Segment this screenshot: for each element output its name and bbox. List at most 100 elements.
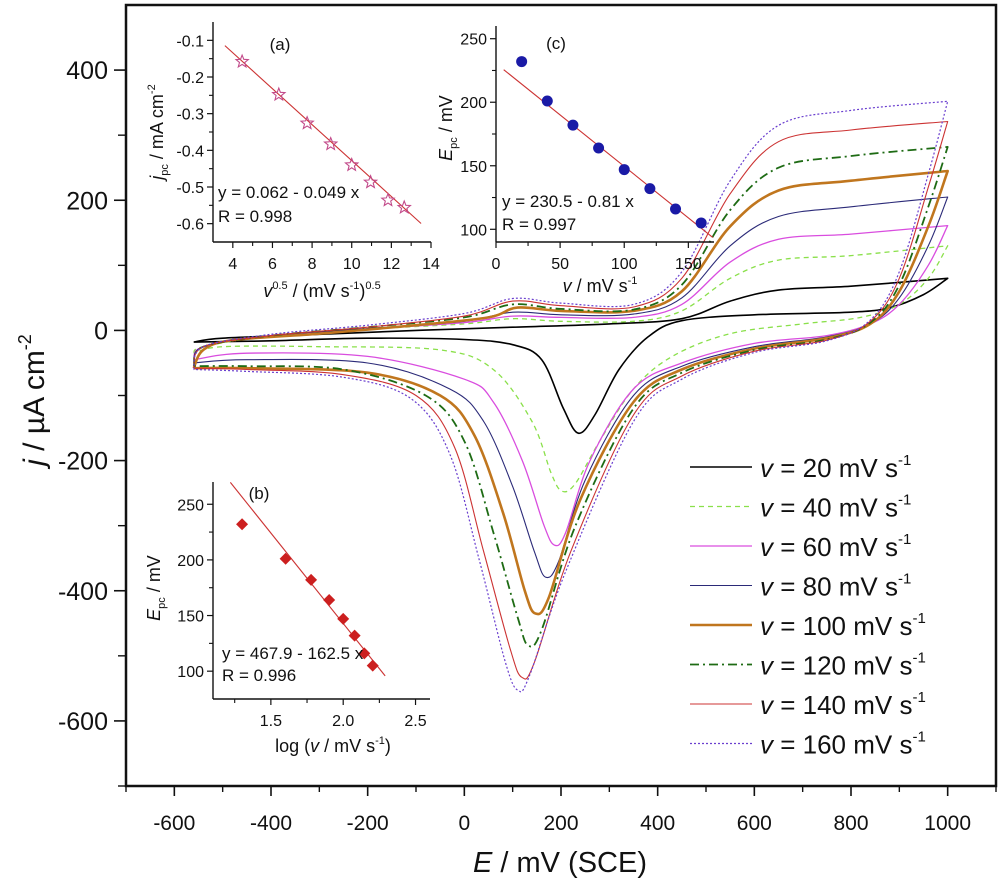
x-tick-label: -200 [347,812,389,835]
inset-y-label: Epc / mV [436,95,460,161]
inset-y-tick-label: -0.6 [176,217,204,234]
legend-label: v = 140 mV s-1 [760,689,926,720]
inset-data-point [380,192,396,207]
inset-y-tick-label: 100 [460,222,487,239]
inset-data-point [236,518,249,531]
inset-panel-label: (a) [270,35,291,54]
y-tick-label: -600 [58,708,108,736]
inset-y-tick-label: -0.2 [176,70,204,87]
inset-r-value: R = 0.998 [218,207,292,226]
y-tick-label: 400 [66,57,108,85]
x-tick-label: -400 [250,812,292,835]
inset-data-point [644,183,656,195]
inset-x-tick-label: 150 [675,256,702,273]
inset-y-label: jpc / mA cm-2 [146,84,171,182]
legend-label: v = 20 mV s-1 [760,452,911,483]
cv-curve-60-mv-s [193,224,949,547]
legend-label: v = 60 mV s-1 [760,531,911,562]
inset-panel-label: (b) [249,484,270,503]
legend-label: v = 160 mV s-1 [760,729,926,760]
inset-r-value: R = 0.996 [222,666,296,685]
inset-x-tick-label: 2.5 [404,713,426,730]
inset-y-tick-label: 150 [460,159,487,176]
inset-y-tick-label: -0.4 [176,143,204,160]
x-tick-label: 0 [458,812,470,835]
x-tick-label: 200 [543,812,578,835]
y-tick-label: 200 [66,187,108,215]
inset-x-tick-label: 8 [308,256,317,273]
inset-y-tick-label: 200 [177,553,204,570]
inset-data-point [516,56,528,68]
inset-y-tick-label: 150 [177,609,204,626]
inset-data-point [695,217,707,229]
legend: v = 20 mV s-1 v = 40 mV s-1 v = 60 mV s-1 v… [690,452,926,760]
main-plot-frame [124,3,998,788]
x-tick-label: 400 [640,812,675,835]
inset-data-point [299,115,315,130]
inset-data-point [305,573,318,586]
inset-x-label: v0.5 / (mV s-1)0.5 [263,280,380,301]
inset-data-point [541,95,553,107]
inset-x-tick-label: 2.0 [332,713,354,730]
legend-label: v = 120 mV s-1 [760,650,926,681]
inset-data-point [670,203,682,215]
inset-data-point [323,593,336,606]
inset-panel-label: (c) [546,34,566,53]
inset-data-point [567,119,579,131]
inset-x-label: v / mV s-1 [563,275,638,296]
inset-y-tick-label: 250 [460,32,487,49]
cv-curve-20-mv-s [193,277,949,435]
inset-y-tick-label: -0.1 [176,33,204,50]
inset-y-tick-label: 250 [177,497,204,514]
inset-y-tick-label: 200 [460,95,487,112]
inset-data-point [593,142,605,154]
inset-data-point [344,156,360,172]
x-tick-label: 800 [833,812,868,835]
inset-y-tick-label: -0.5 [176,180,204,197]
inset-y-tick-label: -0.3 [176,107,204,124]
inset-x-tick-label: 0 [492,256,501,273]
x-tick-label: -600 [153,812,195,835]
cv-curve-100-mv-s [192,169,949,616]
inset-data-point [396,199,412,215]
inset-x-tick-label: 10 [343,256,361,273]
inset-x-tick-label: 50 [551,256,569,273]
x-axis-label: E / mV (SCE) [473,847,647,879]
inset-data-point [323,136,339,151]
main-axes: -600 -400 -200 0 200 400 600 800 1000-600-400-20… [58,57,997,835]
x-tick-label: 1000 [924,812,971,835]
inset-x-tick-label: 6 [268,256,277,273]
inset-fit-equation: y = 0.062 - 0.049 x [218,183,360,202]
inset-x-label: log (v / mV s-1) [275,735,391,756]
inset-fit-equation: y = 230.5 - 0.81 x [502,192,634,211]
inset-c-epc-vs-v: 0 50 100 150 100 150 200 250 (c) y = 230.5 - 0.81… [436,26,714,296]
inset-r-value: R = 0.997 [502,215,576,234]
inset-data-point [337,612,350,625]
inset-x-tick-label: 1.5 [260,713,282,730]
inset-data-point [362,174,379,189]
x-tick-label: 600 [737,812,772,835]
cv-curve-140-mv-s [193,120,949,680]
inset-fit-equation: y = 467.9 - 162.5 x [222,644,364,663]
main-curves [192,100,949,693]
inset-data-point [271,86,287,102]
inset-data-point [358,647,371,660]
y-tick-label: 0 [94,317,108,345]
inset-y-tick-label: 100 [177,664,204,681]
inset-y-label: Epc / mV [144,555,168,621]
inset-x-tick-label: 100 [611,256,638,273]
cv-curve-160-mv-s [193,100,949,693]
inset-b-epc-vs-log-v: 1.5 2.0 2.5 100 150 200 250 (b) y = 467.9 - 162.… [144,482,430,756]
inset-x-tick-label: 4 [228,256,237,273]
y-tick-label: -400 [58,578,108,606]
inset-data-point [279,552,292,565]
y-tick-label: -200 [58,448,108,476]
inset-x-tick-label: 14 [422,256,440,273]
inset-data-point [348,629,361,642]
inset-data-point [234,53,250,69]
y-axis-label: j / µA cm-2 [15,334,51,470]
inset-data-point [618,164,630,176]
inset-x-tick-label: 12 [382,256,400,273]
inset-data-point [366,659,379,672]
